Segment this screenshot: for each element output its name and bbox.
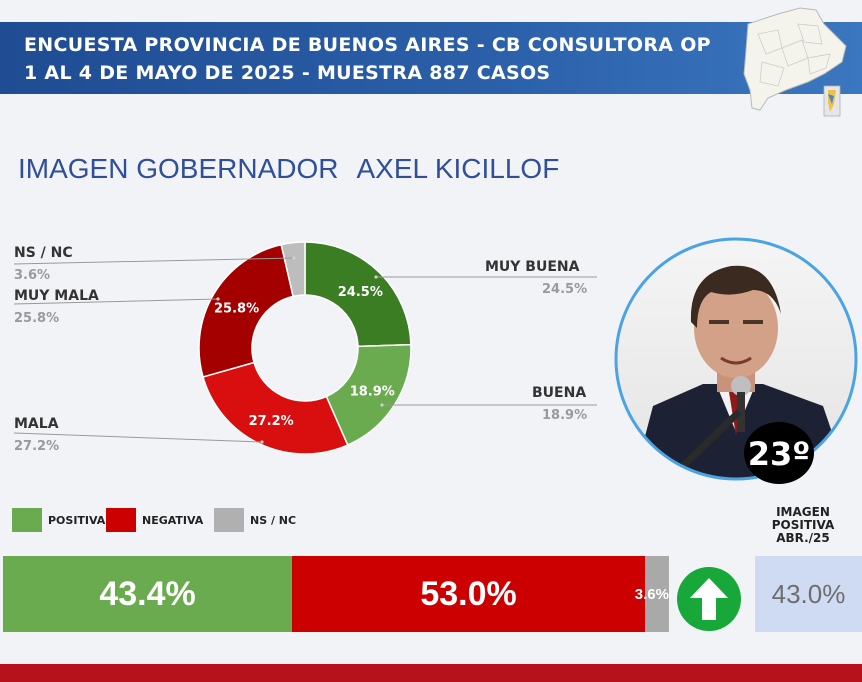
bottom-accent-bar <box>0 664 862 682</box>
trend-up-arrow-icon <box>677 567 741 631</box>
legend-negativa-swatch <box>106 508 136 532</box>
leader-line-muy-mala <box>13 298 219 305</box>
donut-slice-muy-mala <box>198 243 295 378</box>
bar-segment-nsnc: 3.6% <box>635 556 669 632</box>
donut-label-mala: 27.2% <box>249 414 294 429</box>
leader-dot-muy-mala <box>216 297 220 301</box>
label-mala-name: MALA <box>14 416 59 432</box>
label-mala-value: 27.2% <box>14 439 60 454</box>
bar-segment-negativa: 53.0% <box>292 556 645 632</box>
legend-nsnc-swatch <box>214 508 244 532</box>
label-nsnc-value: 3.6% <box>14 268 51 283</box>
leader-dot-buena <box>380 403 384 407</box>
buenos-aires-province-map-icon <box>743 7 847 117</box>
header-banner: ENCUESTA PROVINCIA DE BUENOS AIRES - CB … <box>0 22 862 94</box>
donut-inner-labels: 24.5% 18.9% 27.2% 25.8% <box>214 285 395 429</box>
leader-lines <box>13 256 597 444</box>
legend-negativa: NEGATIVA <box>106 508 203 532</box>
legend-nsnc-label: NS / NC <box>250 513 297 527</box>
label-nsnc-name: NS / NC <box>14 245 73 261</box>
leader-dot-muy-buena <box>374 275 378 279</box>
leader-line-nsnc <box>13 257 295 265</box>
label-muy-mala-name: MUY MALA <box>14 288 99 304</box>
bar-segment-positiva: 43.4% <box>3 556 293 632</box>
donut-label-muy-buena: 24.5% <box>338 285 383 300</box>
donut-slice-muy-buena <box>304 241 412 348</box>
leader-dot-nsnc <box>292 256 296 260</box>
donut-slice-mala <box>202 361 349 455</box>
header-line-1: ENCUESTA PROVINCIA DE BUENOS AIRES - CB … <box>24 34 711 56</box>
leader-line-mala <box>13 432 263 443</box>
title-part-2: AXEL KICILLOF <box>356 153 560 184</box>
header-line-2: 1 AL 4 DE MAYO DE 2025 - MUESTRA 887 CAS… <box>24 62 551 84</box>
previous-image-title: IMAGEN POSITIVA ABR./25 <box>771 505 835 545</box>
governor-photo <box>614 237 858 481</box>
donut-slices <box>198 241 412 455</box>
legend-positiva-swatch <box>12 508 42 532</box>
title-part-1: IMAGEN GOBERNADOR <box>18 153 339 184</box>
rank-badge: 23º <box>744 422 814 484</box>
legend-positiva-label: POSITIVA <box>48 513 106 527</box>
label-muy-buena-value: 24.5% <box>542 282 588 297</box>
donut-slice-nsnc <box>280 241 306 298</box>
legend-negativa-label: NEGATIVA <box>142 513 204 527</box>
legend-positiva: POSITIVA <box>12 508 105 532</box>
label-muy-buena-name: MUY BUENA <box>485 259 580 275</box>
leader-dot-mala <box>260 440 264 444</box>
label-muy-mala-value: 25.8% <box>14 311 60 326</box>
donut-label-buena: 18.9% <box>350 384 395 399</box>
label-buena-name: BUENA <box>532 385 587 401</box>
rank-badge-text: 23º <box>748 435 811 473</box>
previous-image-value: 43.0% <box>755 556 862 632</box>
page-title: IMAGEN GOBERNADOR AXEL KICILLOF <box>18 153 577 185</box>
label-buena-value: 18.9% <box>542 408 588 423</box>
donut-label-muy-mala: 25.8% <box>214 302 259 317</box>
legend-nsnc: NS / NC <box>214 508 296 532</box>
